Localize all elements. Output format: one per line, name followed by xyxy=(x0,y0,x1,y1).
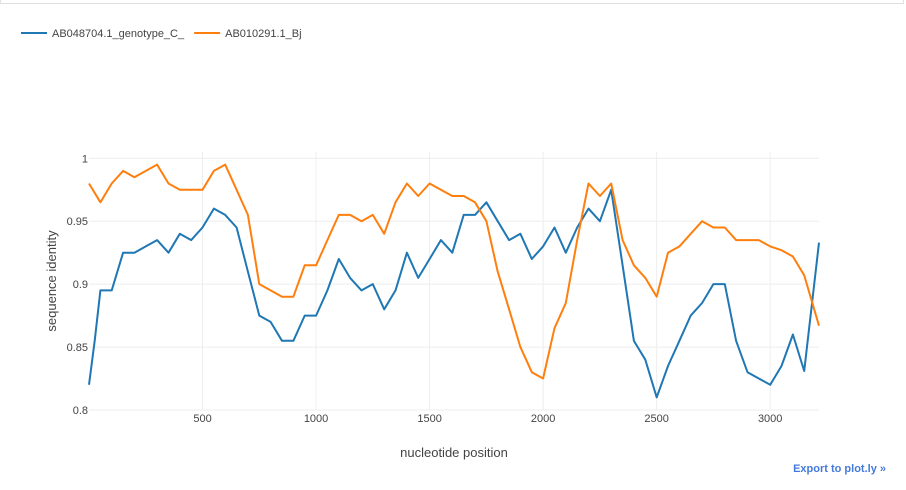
x-tick-label: 2500 xyxy=(644,413,668,425)
legend-label: AB010291.1_Bj xyxy=(225,28,301,40)
series-line-1 xyxy=(88,188,820,399)
x-axis-title: nucleotide position xyxy=(400,445,508,460)
grid xyxy=(89,152,819,411)
legend-item-2[interactable]: AB010291.1_Bj xyxy=(194,28,302,40)
y-tick-label: 0.95 xyxy=(67,216,88,228)
legend-label: AB048704.1_genotype_C_ xyxy=(52,28,185,40)
y-axis: 0.8 0.85 0.9 0.95 1 xyxy=(67,153,88,417)
x-tick-label: 500 xyxy=(193,413,211,425)
legend[interactable]: AB048704.1_genotype_C_ AB010291.1_Bj xyxy=(21,28,302,40)
x-tick-label: 1000 xyxy=(304,413,328,425)
y-tick-label: 0.8 xyxy=(73,405,88,417)
export-to-plotly-link[interactable]: Export to plot.ly » xyxy=(793,463,886,475)
top-border-bar xyxy=(0,0,904,4)
x-tick-label: 3000 xyxy=(758,413,782,425)
y-axis-title: sequence identity xyxy=(44,230,59,332)
series-line-2 xyxy=(88,163,820,380)
x-axis: 500 1000 1500 2000 2500 3000 xyxy=(193,413,782,425)
y-tick-label: 1 xyxy=(82,153,88,165)
x-tick-label: 2000 xyxy=(531,413,555,425)
y-tick-label: 0.85 xyxy=(67,342,88,354)
x-tick-label: 1500 xyxy=(417,413,441,425)
legend-item-1[interactable]: AB048704.1_genotype_C_ xyxy=(21,28,185,40)
y-tick-label: 0.9 xyxy=(73,279,88,291)
series-lines xyxy=(88,163,820,399)
